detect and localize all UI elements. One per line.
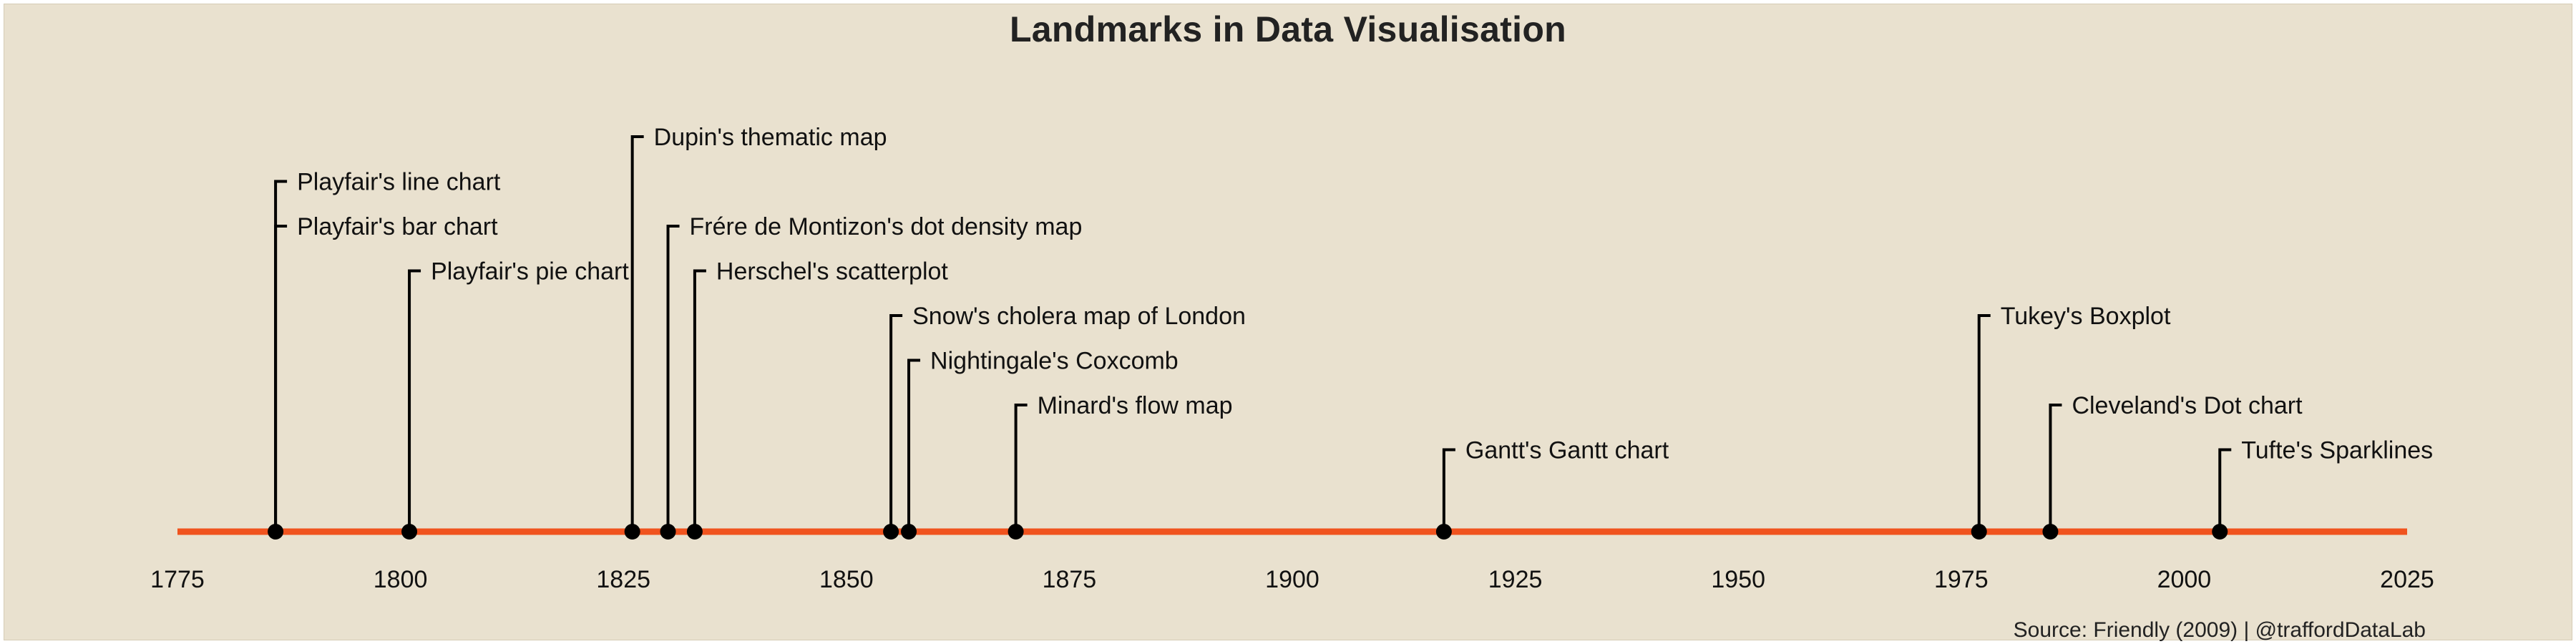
event-label: Dupin's thematic map xyxy=(654,124,887,151)
event-label: Playfair's line chart xyxy=(297,169,501,196)
event-stem xyxy=(630,135,644,532)
x-tick-label: 1825 xyxy=(596,566,650,593)
ticks-layer: 1775 1800 1825 1850 1875 1900 1925 1950 1975 2000… xyxy=(150,566,2434,593)
event-stem xyxy=(889,314,903,532)
event-stem xyxy=(408,269,421,532)
event-label: Gantt's Gantt chart xyxy=(1465,437,1669,464)
event-point xyxy=(1008,524,1024,540)
event-point xyxy=(686,524,703,540)
event-label: Minard's flow map xyxy=(1038,392,1233,419)
x-tick-label: 1925 xyxy=(1488,566,1543,593)
event-label: Tukey's Boxplot xyxy=(2001,303,2171,330)
event-stem xyxy=(1442,448,1455,532)
x-tick-label: 2000 xyxy=(2157,566,2212,593)
event-label: Tufte's Sparklines xyxy=(2241,437,2433,464)
event-label: Frére de Montizon's dot density map xyxy=(690,213,1083,240)
event-label: Playfair's bar chart xyxy=(297,213,498,240)
x-tick-label: 1950 xyxy=(1711,566,1765,593)
stems-layer xyxy=(274,135,2232,532)
event-label: Herschel's scatterplot xyxy=(716,258,949,286)
x-tick-label: 1975 xyxy=(1934,566,1989,593)
event-stem xyxy=(693,269,706,532)
event-point xyxy=(2042,524,2059,540)
event-stem xyxy=(2218,448,2232,532)
event-label: Snow's cholera map of London xyxy=(912,303,1246,330)
event-stem xyxy=(274,180,288,532)
x-tick-label: 1900 xyxy=(1265,566,1319,593)
event-label: Nightingale's Coxcomb xyxy=(930,348,1179,375)
event-point xyxy=(901,524,917,540)
event-stem xyxy=(1977,314,1991,532)
event-stem xyxy=(666,225,680,532)
event-point xyxy=(1435,524,1452,540)
points-layer xyxy=(268,524,2228,540)
source-caption: Source: Friendly (2009) | @traffordDataL… xyxy=(2013,618,2426,642)
event-point xyxy=(1971,524,1987,540)
event-point xyxy=(624,524,640,540)
event-stem xyxy=(2049,404,2062,532)
event-stem xyxy=(274,225,288,532)
event-point xyxy=(401,524,418,540)
event-point xyxy=(268,524,284,540)
labels-layer: Playfair's line chart Playfair's bar char… xyxy=(297,124,2433,464)
event-label: Cleveland's Dot chart xyxy=(2072,392,2303,419)
x-tick-label: 1800 xyxy=(374,566,428,593)
event-point xyxy=(883,524,899,540)
x-tick-label: 1775 xyxy=(150,566,205,593)
x-tick-label: 1850 xyxy=(819,566,874,593)
x-tick-label: 2025 xyxy=(2380,566,2434,593)
event-point xyxy=(660,524,676,540)
event-point xyxy=(2212,524,2228,540)
chart-title: Landmarks in Data Visualisation xyxy=(1009,9,1567,49)
event-stem xyxy=(1014,404,1028,532)
event-label: Playfair's pie chart xyxy=(431,258,629,286)
event-stem xyxy=(907,358,921,532)
x-tick-label: 1875 xyxy=(1043,566,1097,593)
